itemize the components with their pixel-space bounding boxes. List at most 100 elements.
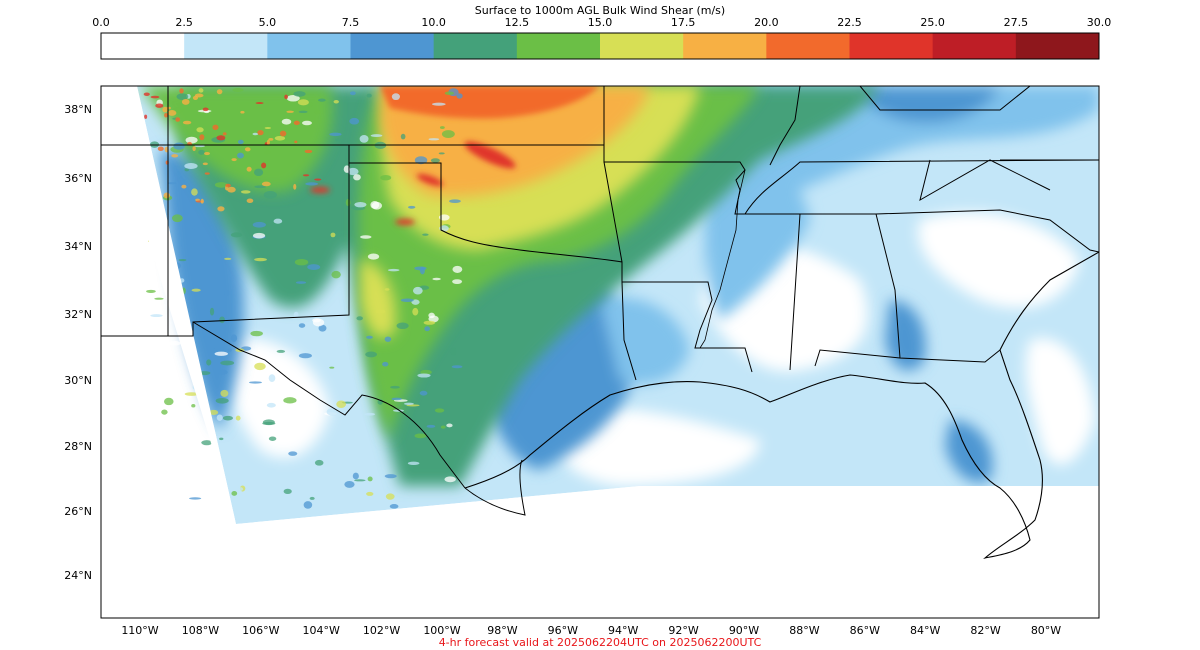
colorbar-cell <box>433 33 518 59</box>
shear-speckle <box>384 288 390 291</box>
shear-speckle <box>235 415 241 421</box>
shear-speckle <box>422 233 429 236</box>
shear-speckle <box>261 181 271 187</box>
shear-speckle <box>431 102 446 106</box>
shear-speckle <box>167 341 182 346</box>
shear-speckle <box>417 373 431 378</box>
shear-speckle <box>366 335 373 339</box>
colorbar-cell <box>766 33 850 59</box>
longitude-label: 80°W <box>1031 624 1061 637</box>
shear-speckle <box>329 366 335 369</box>
shear-speckle <box>450 347 457 356</box>
shear-speckle <box>189 497 202 500</box>
shear-speckle <box>150 314 163 318</box>
shear-speckle <box>179 88 184 94</box>
shear-speckle <box>253 168 264 177</box>
shear-speckle <box>196 127 204 133</box>
shear-speckle <box>194 145 206 148</box>
shear-speckle <box>294 140 298 144</box>
shear-speckle <box>216 135 226 141</box>
shear-speckle <box>452 279 463 285</box>
shear-speckle <box>419 390 428 396</box>
shear-field <box>101 86 1099 618</box>
shear-speckle <box>284 94 288 100</box>
shear-speckle <box>176 413 185 421</box>
shear-speckle <box>309 496 315 500</box>
shear-speckle <box>294 258 309 266</box>
shear-speckle <box>246 198 254 204</box>
shear-speckle <box>283 488 292 495</box>
longitude-label: 92°W <box>668 624 698 637</box>
latitude-labels: 38°N 36°N 34°N 32°N 30°N 28°N 26°N 24°N <box>64 103 92 582</box>
longitude-label: 108°W <box>182 624 219 637</box>
state-borders <box>101 86 1099 489</box>
shear-speckle <box>182 120 192 125</box>
shear-speckle <box>264 126 272 130</box>
shear-speckle <box>191 403 196 408</box>
shear-speckle <box>314 178 322 181</box>
shear-speckle <box>391 397 402 401</box>
colorbar-tick-label: 27.5 <box>1004 16 1029 29</box>
shear-speckle <box>262 421 276 426</box>
shear-speckle <box>365 351 377 358</box>
shear-speckle <box>143 92 150 96</box>
colorbar-cell <box>600 33 684 59</box>
shear-speckle <box>178 258 187 262</box>
shear-speckle <box>333 99 339 104</box>
shear-speckle <box>220 389 229 397</box>
shear-speckle <box>230 232 243 238</box>
shear-speckle <box>209 409 219 416</box>
shear-speckle <box>329 132 342 137</box>
shear-speckle <box>293 183 297 190</box>
latitude-label: 24°N <box>64 569 92 582</box>
shear-speckle <box>430 158 440 163</box>
shear-speckle <box>181 184 187 189</box>
colorbar-tick-label: 22.5 <box>837 16 862 29</box>
latitude-label: 28°N <box>64 440 92 453</box>
shear-speckle <box>297 99 309 106</box>
shear-speckle <box>382 361 389 367</box>
shear-speckle <box>201 440 213 446</box>
shear-speckle <box>288 451 298 456</box>
shear-speckle <box>204 151 210 156</box>
colorbar-tick-label: 10.0 <box>421 16 446 29</box>
shear-speckle <box>198 149 205 155</box>
colorbar-cell <box>516 33 601 59</box>
shear-speckle <box>403 402 414 405</box>
shear-speckle <box>232 88 244 92</box>
shear-speckle <box>343 165 351 173</box>
shear-speckle <box>167 110 177 116</box>
shear-speckle <box>424 326 430 332</box>
shear-speckle <box>163 192 171 199</box>
shear-speckle <box>268 137 274 141</box>
shear-speckle <box>274 136 286 141</box>
shear-speckle <box>244 147 251 152</box>
shear-speckle <box>238 487 244 492</box>
shear-speckle <box>175 117 181 122</box>
shear-speckle <box>456 93 463 99</box>
shear-speckle <box>360 235 372 239</box>
shear-speckle <box>184 168 190 172</box>
shear-speckle <box>194 93 204 98</box>
shear-speckle <box>202 162 208 166</box>
map-panel: 38°N 36°N 34°N 32°N 30°N 28°N 26°N 24°N 110°W 10… <box>64 85 1100 637</box>
shear-speckle <box>255 102 264 105</box>
shear-speckle <box>176 93 189 100</box>
shear-speckle <box>438 214 450 221</box>
shear-speckle <box>254 185 267 189</box>
shear-speckle <box>154 297 164 300</box>
longitude-label: 102°W <box>363 624 400 637</box>
forecast-valid-caption: 4-hr forecast valid at 2025062204UTC on … <box>438 636 762 649</box>
shear-speckle <box>318 98 326 102</box>
shear-speckle <box>384 336 392 342</box>
shear-speckle <box>216 89 223 95</box>
shear-speckle <box>283 397 297 404</box>
shear-speckle <box>293 91 306 97</box>
shear-speckle <box>263 150 271 155</box>
colorbar-tick-label: 17.5 <box>671 16 696 29</box>
boundary-lines <box>101 86 1099 559</box>
shear-speckle <box>214 351 229 356</box>
outside-domain-west <box>101 86 1099 618</box>
shear-speckle <box>237 152 244 159</box>
